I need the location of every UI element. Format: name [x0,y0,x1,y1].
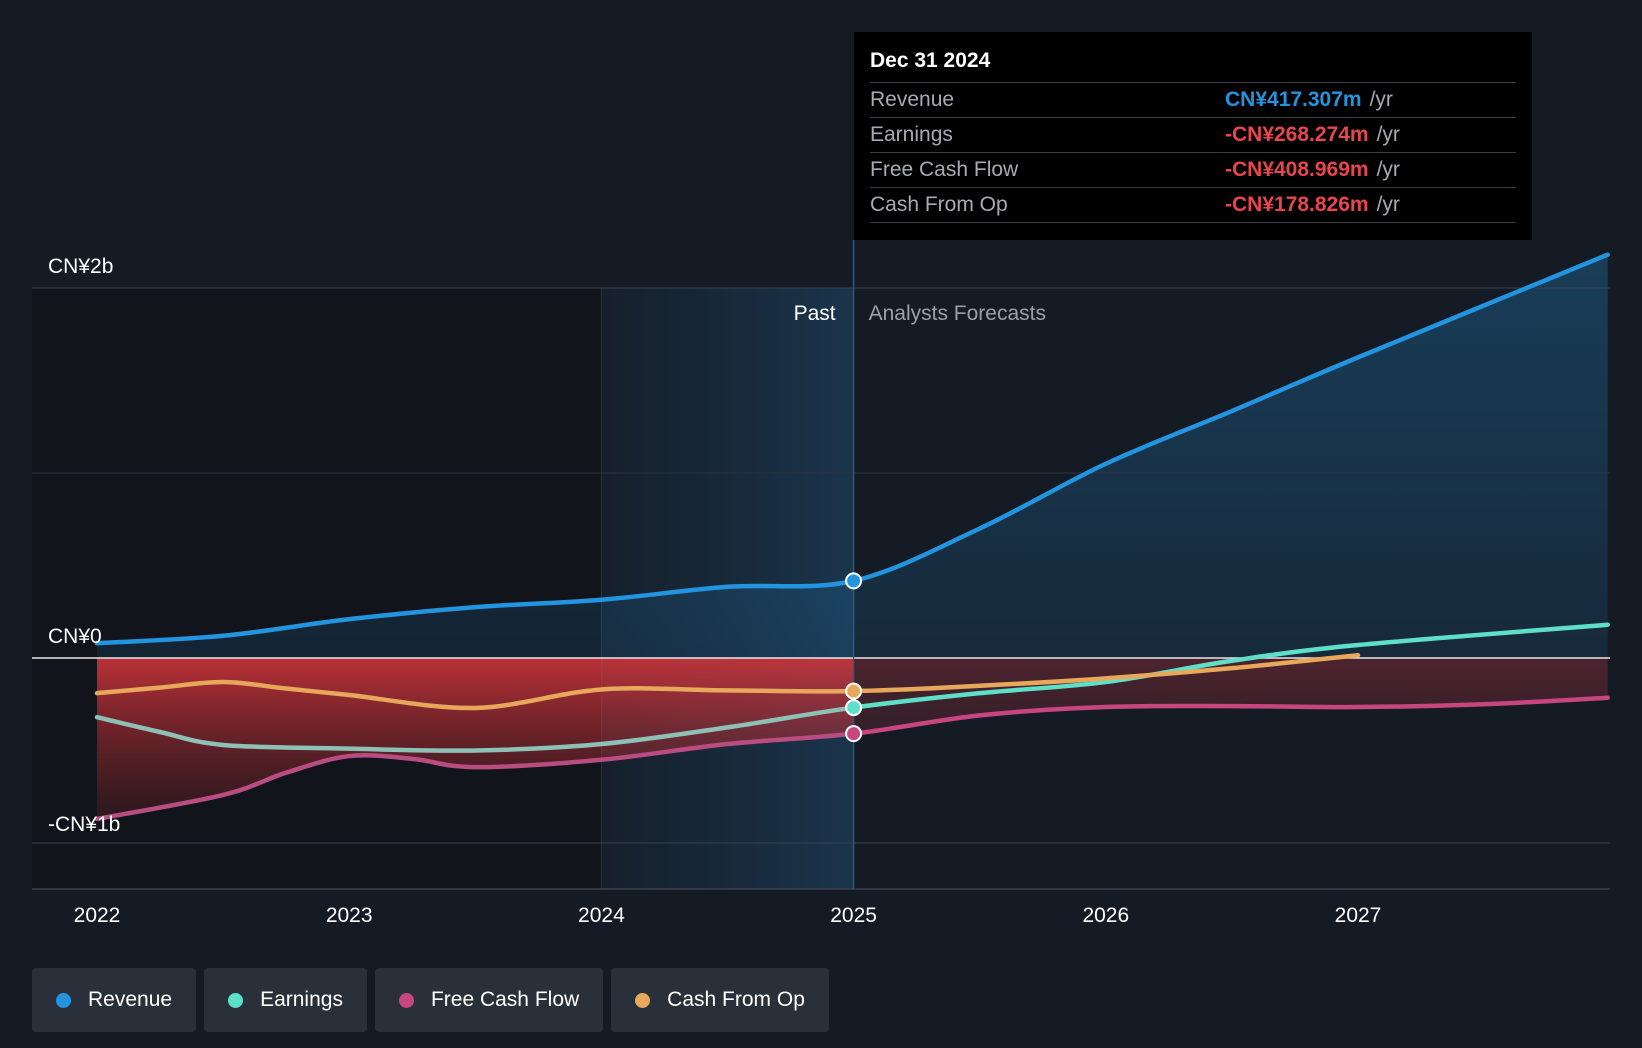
tooltip-value: -CN¥268.274m [1225,123,1369,146]
tooltip-value: CN¥417.307m [1225,88,1362,111]
negative-area-forecast [853,658,1608,734]
legend-dot-icon [228,992,244,1008]
series-line-cash-from-op-past [94,679,854,711]
series-line-free-cash-flow-past [94,731,854,822]
series-line-earnings-past [94,705,854,753]
revenue-area [97,254,1608,658]
x-tick-label: 2024 [578,904,625,927]
tooltip-value: -CN¥408.969m [1225,158,1369,181]
grid-layer [32,240,1610,890]
tooltip-unit: /yr [1376,123,1400,146]
x-tick-label: 2022 [74,904,121,927]
tooltip-label: Free Cash Flow [870,158,1019,181]
legend-item-cash-from-op[interactable]: Cash From Op [611,968,829,1032]
past-label: Past [794,302,836,325]
tooltip-label: Revenue [870,88,955,111]
legend: Revenue Earnings Free Cash Flow Cash Fro… [32,968,829,1032]
tooltip-label: Earnings [870,123,953,146]
tooltip-date: Dec 31 2024 [870,46,1516,83]
series-line-revenue-past [94,578,854,646]
legend-dot-icon [56,992,71,1008]
series-line-cash-from-op-forecast [853,652,1361,694]
area-layer [97,254,1608,819]
tooltip-unit: /yr [1376,158,1400,181]
series-line-revenue-forecast [853,252,1610,584]
line-layer [94,252,1610,822]
y-tick-label: CN¥0 [48,625,102,648]
legend-item-earnings[interactable]: Earnings [204,968,367,1032]
legend-dot-icon [635,992,651,1008]
x-tick-label: 2025 [830,904,877,927]
tooltip-row-free-cash-flow: Free Cash Flow -CN¥408.969m /yr [870,153,1516,188]
x-tick-label: 2027 [1335,904,1382,927]
legend-dot-icon [398,992,414,1008]
tooltip-row-revenue: Revenue CN¥417.307m /yr [870,83,1516,118]
legend-item-free-cash-flow[interactable]: Free Cash Flow [374,968,604,1032]
series-line-earnings-forecast [853,622,1610,710]
forecast-label: Analysts Forecasts [869,302,1046,325]
tooltip-label: Cash From Op [870,193,1008,216]
tooltip-row-cash-from-op: Cash From Op -CN¥178.826m /yr [870,188,1516,223]
y-tick-label: -CN¥1b [48,813,120,836]
marker-earnings [845,699,863,717]
series-line-free-cash-flow-forecast [853,695,1610,736]
x-tick-label: 2023 [326,904,373,927]
legend-label: Revenue [88,988,173,1011]
label-layer: CN¥2b CN¥0 -CN¥1b 2022 2023 2024 2025 2026 2027 P… [48,255,1381,927]
negative-area-past [97,658,854,819]
legend-item-revenue[interactable]: Revenue [32,968,197,1032]
marker-layer [845,572,863,743]
tooltip-value: -CN¥178.826m [1225,193,1369,216]
y-tick-label: CN¥2b [48,255,113,278]
tooltip-panel: Dec 31 2024 Revenue CN¥417.307m /yr Earn… [854,32,1532,240]
marker-free-cash-flow [845,725,863,743]
legend-label: Cash From Op [667,988,805,1011]
legend-label: Free Cash Flow [430,988,580,1011]
tooltip-unit: /yr [1369,88,1393,111]
marker-cash-from-op [845,682,863,700]
legend-label: Earnings [260,988,343,1011]
x-tick-label: 2026 [1082,904,1129,927]
marker-revenue [845,572,863,590]
tooltip-row-earnings: Earnings -CN¥268.274m /yr [870,118,1516,153]
tooltip-unit: /yr [1376,193,1400,216]
